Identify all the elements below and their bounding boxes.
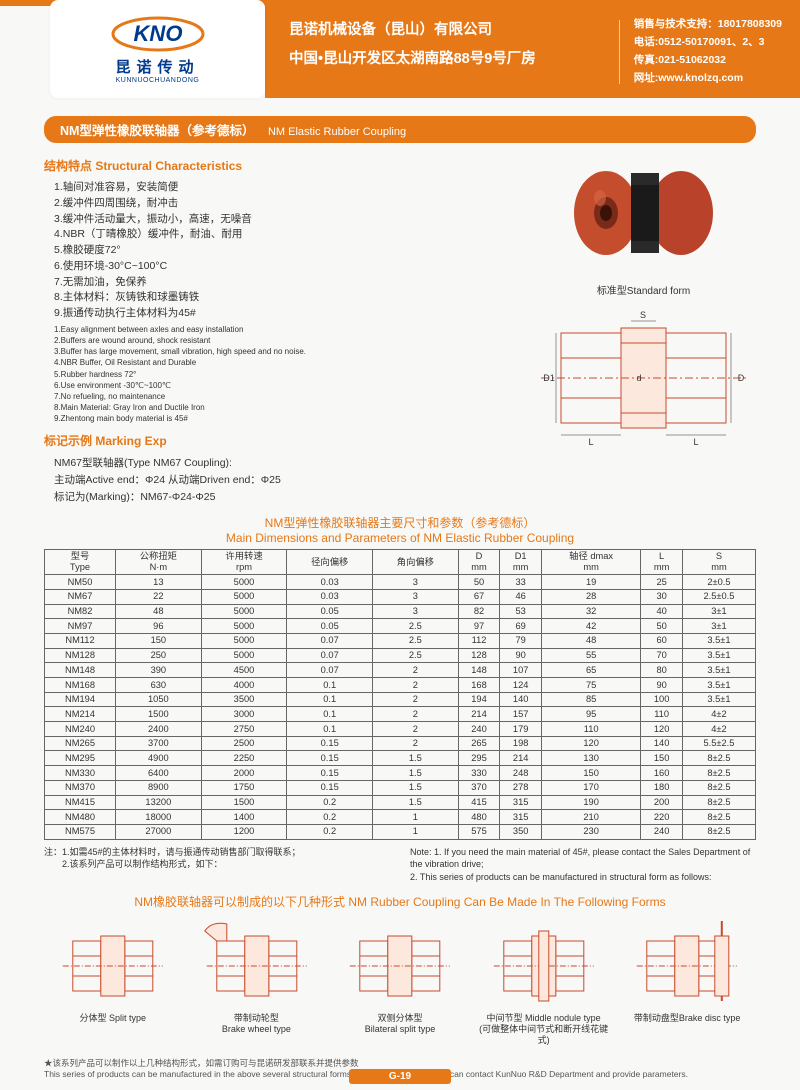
table-row: NM12825050000.072.51289055703.5±1 (45, 648, 756, 663)
marking-heading: 标记示例 Marking Exp (44, 432, 531, 449)
table-row: NM824850000.053825332403±1 (45, 604, 756, 619)
company-info: 昆诺机械设备（昆山）有限公司 中国•昆山开发区太湖南路88号9号厂房 (289, 16, 605, 88)
table-row: NM295490022500.151.52952141301508±2.5 (45, 751, 756, 766)
forms-title: NM橡胶联轴器可以制成的以下几种形式 NM Rubber Coupling Ca… (44, 893, 756, 910)
structural-list-cn: 1.轴间对准容易，安装简便2.缓冲件四周围绕，耐冲击3.缓冲件活动量大，振动小，… (44, 180, 531, 322)
table-row: NM16863040000.1216812475903.5±1 (45, 678, 756, 693)
product-title-cn: NM型弹性橡胶联轴器（参考德标） (60, 124, 254, 138)
form-item: 双侧分体型Bilateral split type (331, 916, 469, 1045)
logo-icon: KNO (108, 14, 208, 54)
structural-list-en: 1.Easy alignment between axles and easy … (44, 324, 531, 425)
product-title-en: NM Elastic Rubber Coupling (268, 126, 406, 138)
svg-text:L: L (693, 437, 698, 447)
marking-line1: NM67型联轴器(Type NM67 Coupling): (54, 455, 531, 472)
form-label: 带制动盘型Brake disc type (618, 1013, 756, 1035)
svg-text:L: L (588, 437, 593, 447)
form-item: 中间节型 Middle nodule type(可做整体中间节式和断开线花键式) (475, 916, 613, 1045)
product-photo (556, 153, 731, 273)
notes-cn: 注：1.如需45#的主体材料时，请与振通传动销售部门取得联系； 2.该系列产品可… (44, 846, 390, 884)
form-label: 带制动轮型Brake wheel type (188, 1013, 326, 1035)
notes-en: Note: 1. If you need the main material o… (410, 846, 756, 884)
form-label: 分体型 Split type (44, 1013, 182, 1035)
svg-text:d: d (636, 373, 641, 383)
logo-box: KNO 昆诺传动 KUNNUOCHUANDONG (50, 0, 265, 98)
form-label: 双侧分体型Bilateral split type (331, 1013, 469, 1035)
table-row: NM370890017500.151.53702781701808±2.5 (45, 780, 756, 795)
marking-body: NM67型联轴器(Type NM67 Coupling): 主动端Active … (44, 455, 531, 505)
table-title-en: Main Dimensions and Parameters of NM Ela… (44, 531, 756, 545)
form-item: 分体型 Split type (44, 916, 182, 1045)
svg-text:D: D (738, 373, 745, 383)
svg-text:KNO: KNO (133, 21, 182, 46)
page-number: G-19 (349, 1069, 451, 1084)
forms-row: 分体型 Split type 带制动轮型Brake wheel type 双侧分… (44, 916, 756, 1045)
spec-table: 型号Type公称扭矩N·m许用转速rpm径向偏移角向偏移DmmD1mm轴径 dm… (44, 549, 756, 840)
contact-info: 销售与技术支持：18017808309 电话:0512-50170091、2、3… (634, 16, 782, 88)
table-row: NM214150030000.12214157951104±2 (45, 707, 756, 722)
table-title-cn: NM型弹性橡胶联轴器主要尺寸和参数（参考德标） (44, 514, 756, 531)
product-photo-caption: 标准型Standard form (531, 282, 756, 297)
table-row: NM14839045000.07214810765803.5±1 (45, 663, 756, 678)
form-label: 中间节型 Middle nodule type(可做整体中间节式和断开线花键式) (475, 1013, 613, 1045)
contact-sales: 销售与技术支持：18017808309 (634, 16, 782, 34)
table-row: NM194105035000.12194140851003.5±1 (45, 692, 756, 707)
table-row: NM265370025000.1522651981201405.5±2.5 (45, 736, 756, 751)
table-row: NM979650000.052.5976942503±1 (45, 619, 756, 634)
contact-web: 网址:www.knolzq.com (634, 70, 782, 88)
table-row: NM11215050000.072.51127948603.5±1 (45, 633, 756, 648)
contact-fax: 传真:021-51062032 (634, 52, 782, 70)
table-row: NM330640020000.151.53302481501608±2.5 (45, 766, 756, 781)
company-name: 昆诺机械设备（昆山）有限公司 (289, 16, 605, 45)
form-item: 带制动轮型Brake wheel type (188, 916, 326, 1045)
table-row: NM672250000.033674628302.5±0.5 (45, 589, 756, 604)
svg-text:D1: D1 (543, 373, 555, 383)
marking-line3: 标记为(Marking)：NM67-Φ24-Φ25 (54, 489, 531, 506)
table-row: NM5752700012000.215753502302408±2.5 (45, 824, 756, 839)
table-row: NM4151320015000.21.54153151902008±2.5 (45, 795, 756, 810)
table-row: NM501350000.033503319252±0.5 (45, 575, 756, 590)
dimension-drawing: L L S D D1 d (531, 303, 756, 453)
form-item: 带制动盘型Brake disc type (618, 916, 756, 1045)
product-title-bar: NM型弹性橡胶联轴器（参考德标） NM Elastic Rubber Coupl… (44, 116, 756, 143)
svg-text:S: S (640, 310, 646, 320)
table-row: NM240240027500.122401791101204±2 (45, 722, 756, 737)
logo-text-cn: 昆诺传动 (115, 56, 199, 77)
structural-heading: 结构特点 Structural Characteristics (44, 157, 531, 174)
logo-text-pinyin: KUNNUOCHUANDONG (116, 77, 200, 84)
header: KNO 昆诺传动 KUNNUOCHUANDONG 昆诺机械设备（昆山）有限公司 … (0, 6, 800, 98)
marking-line2: 主动端Active end：Φ24 从动端Driven end：Φ25 (54, 472, 531, 489)
table-row: NM4801800014000.214803152102208±2.5 (45, 810, 756, 825)
company-addr: 中国•昆山开发区太湖南路88号9号厂房 (289, 45, 605, 74)
contact-tel: 电话:0512-50170091、2、3 (634, 34, 782, 52)
